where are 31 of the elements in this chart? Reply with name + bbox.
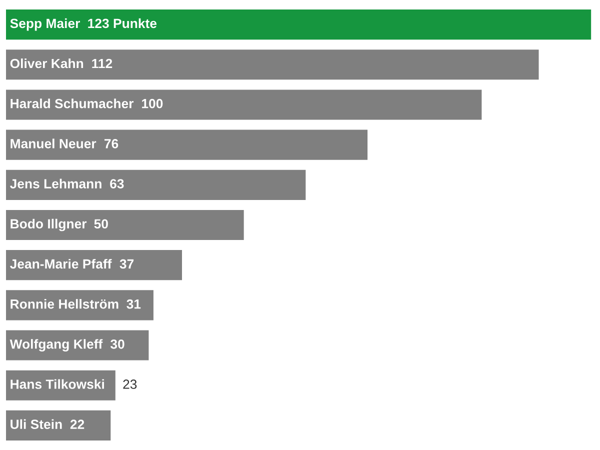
data-label: 112 — [92, 58, 112, 68]
data-label: 22 — [70, 420, 84, 429]
y-tick-label: Oliver Kahn — [10, 58, 84, 68]
bar — [6, 170, 306, 200]
y-tick-label: Harald Schumacher — [10, 98, 134, 108]
bar — [6, 130, 368, 160]
data-label: 50 — [94, 219, 108, 229]
y-tick-label: Uli Stein — [10, 419, 62, 429]
data-label: 23 — [123, 380, 137, 389]
y-tick-label: Sepp Maier — [10, 18, 80, 31]
y-tick-label: Hans Tilkowski — [10, 379, 104, 389]
bar — [6, 410, 111, 440]
y-tick-label: Manuel Neuer — [10, 138, 96, 148]
data-label: 31 — [126, 299, 141, 309]
y-tick-label: Jean-Marie Pfaff — [10, 258, 112, 269]
y-tick-label: Ronnie Hellström — [10, 299, 118, 309]
data-label: 37 — [120, 259, 134, 269]
y-tick-label: Jens Lehmann — [10, 178, 102, 188]
bar — [6, 330, 149, 360]
bar — [6, 250, 182, 280]
bar — [6, 10, 592, 40]
bar — [6, 90, 482, 120]
data-label: 30 — [110, 339, 124, 349]
bar — [6, 210, 244, 240]
data-label: 76 — [104, 139, 118, 148]
y-tick-label: Wolfgang Kleff — [10, 339, 103, 352]
data-label: 123 Punkte — [88, 18, 157, 28]
data-label: 63 — [110, 179, 124, 188]
y-tick-label: Bodo Illgner — [10, 218, 87, 232]
data-label: 100 — [142, 98, 163, 108]
bar — [6, 50, 539, 80]
